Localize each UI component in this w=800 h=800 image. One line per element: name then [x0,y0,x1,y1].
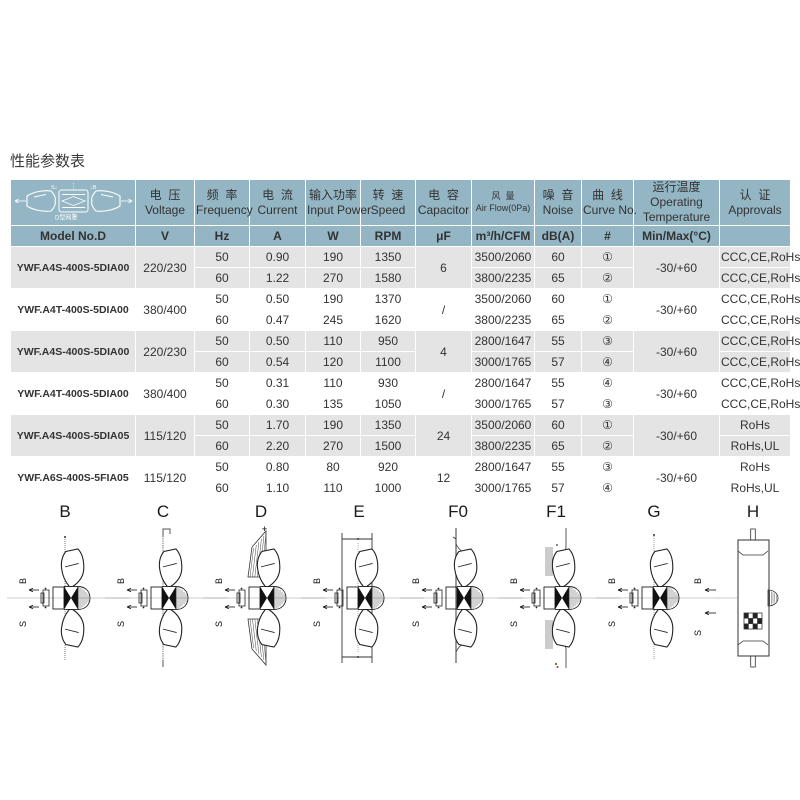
svg-text:↓B: ↓B [90,185,97,191]
svg-text:D型网罩: D型网罩 [55,214,77,222]
svg-text:S↓: S↓ [51,185,58,191]
